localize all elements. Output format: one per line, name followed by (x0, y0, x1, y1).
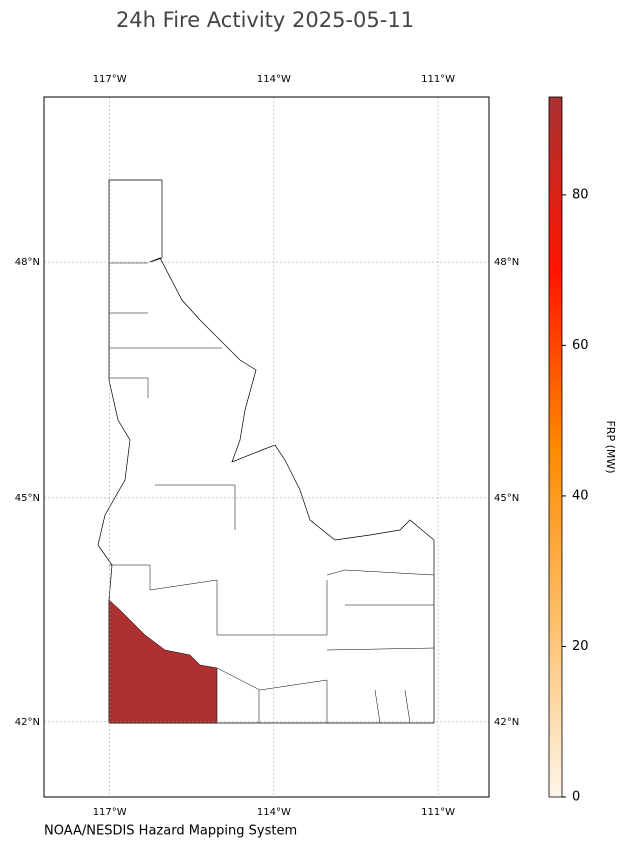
x-tick-label: 114°W (257, 74, 291, 85)
colorbar-tick-label: 80 (572, 187, 589, 202)
map-frame (43, 96, 490, 798)
x-tick-label: 114°W (257, 807, 291, 818)
x-tick-label: 111°W (421, 807, 455, 818)
y-tick-label: 45°N (494, 493, 519, 504)
colorbar-label: FRP (MW) (604, 420, 617, 473)
y-tick-label: 48°N (494, 257, 519, 268)
colorbar (548, 96, 563, 798)
colorbar-tick-label: 40 (572, 488, 589, 503)
colorbar-tick-label: 60 (572, 338, 589, 353)
colorbar-tick-label: 20 (572, 639, 589, 654)
y-tick-label: 42°N (494, 717, 519, 728)
x-tick-label: 117°W (93, 74, 127, 85)
title: 24h Fire Activity 2025-05-11 (116, 8, 414, 32)
fire-region (108, 599, 218, 724)
state-outline (97, 179, 435, 724)
x-tick-label: 111°W (421, 74, 455, 85)
y-tick-label: 45°N (15, 493, 40, 504)
colorbar-tick-label: 0 (572, 790, 580, 805)
y-tick-label: 42°N (15, 717, 40, 728)
county-lines (109, 262, 435, 724)
source: NOAA/NESDIS Hazard Mapping System (44, 824, 297, 839)
x-tick-label: 117°W (93, 807, 127, 818)
y-tick-label: 48°N (15, 257, 40, 268)
